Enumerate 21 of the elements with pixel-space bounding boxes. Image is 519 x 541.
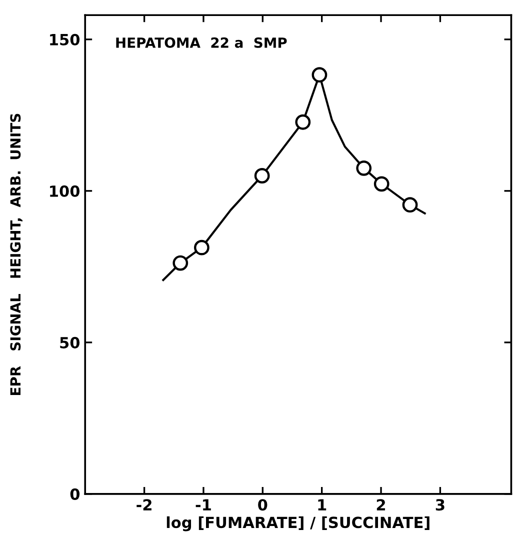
x-tick-label: 2 <box>376 499 386 510</box>
point <box>356 160 372 176</box>
point <box>402 197 418 213</box>
x-tick-label: 0 <box>258 499 268 511</box>
x-tick-label: -1 <box>196 499 211 510</box>
point <box>254 168 270 184</box>
y-axis-title: EPR SIGNAL HEIGHT, ARB. UNITS <box>10 114 22 395</box>
x-tick-label: 1 <box>318 499 326 510</box>
y-tick-label: 0 <box>70 488 80 500</box>
x-tick-label: 3 <box>436 499 444 511</box>
point <box>374 176 390 192</box>
y-tick-label: 150 <box>50 34 80 46</box>
point <box>295 114 311 130</box>
x-axis-title: log [FUMARATE] / [SUCCINATE] <box>166 516 430 532</box>
point <box>312 67 328 83</box>
y-tick-label: 50 <box>60 336 80 348</box>
point <box>194 240 210 256</box>
point <box>172 255 188 271</box>
y-tick-label: 100 <box>50 185 80 197</box>
annotation: HEPATOMA 22 a SMP <box>116 37 287 48</box>
x-tick-label: -2 <box>136 499 152 510</box>
